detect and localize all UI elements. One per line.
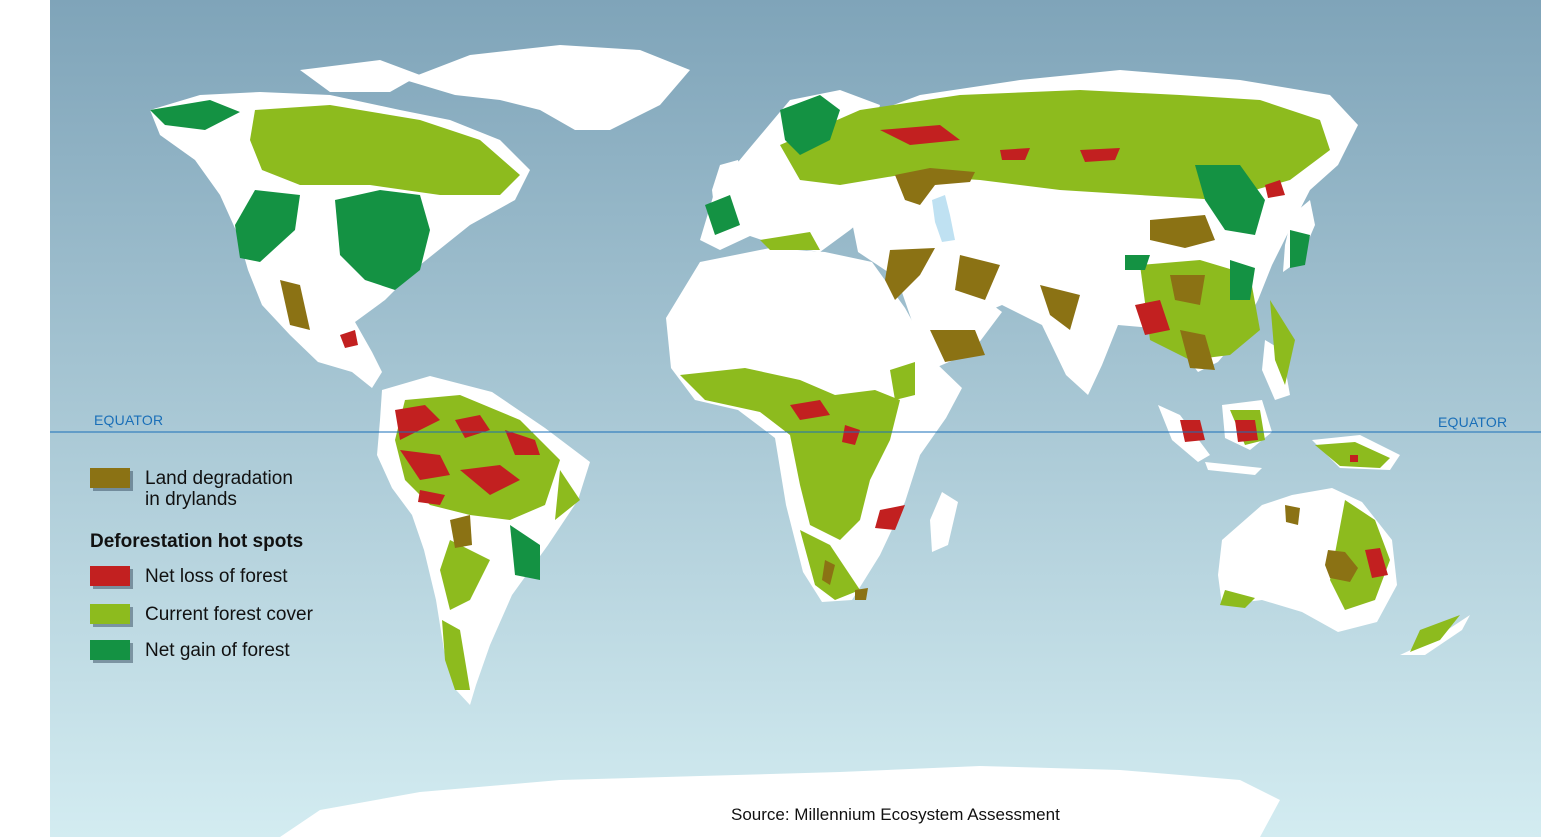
antarctica: [280, 766, 1280, 837]
land-degradation-label: Land degradation in drylands: [145, 468, 293, 510]
legend-heading: Deforestation hot spots: [90, 531, 304, 552]
equator-label-left: EQUATOR: [94, 412, 164, 428]
caspian-sea: [932, 195, 955, 242]
net-gain-swatch: [90, 640, 130, 660]
land-degradation-label-line2: in drylands: [145, 489, 237, 510]
land-degradation-label-line1: Land degradation: [145, 468, 293, 489]
greenland: [405, 45, 690, 130]
legend-item-net-gain: Net gain of forest: [90, 640, 290, 661]
current-forest-cover-areas: [250, 90, 1460, 690]
canadian-islands: [300, 60, 420, 92]
madagascar: [930, 492, 958, 552]
legend-item-net-loss: Net loss of forest: [90, 566, 288, 587]
land-degradation-areas: [280, 168, 1358, 600]
equator-label-right: EQUATOR: [1438, 414, 1508, 430]
net-loss-label: Net loss of forest: [145, 566, 288, 587]
net-gain-label: Net gain of forest: [145, 640, 290, 661]
map-svg: [50, 0, 1541, 837]
source-caption: Source: Millennium Ecosystem Assessment: [731, 805, 1060, 824]
new-zealand: [1400, 615, 1470, 655]
net-loss-swatch: [90, 566, 130, 586]
current-cover-label: Current forest cover: [145, 604, 313, 625]
philippines: [1262, 340, 1290, 400]
net-gain-of-forest-areas: [150, 95, 1310, 580]
land-degradation-swatch: [90, 468, 130, 488]
current-cover-swatch: [90, 604, 130, 624]
net-loss-of-forest-areas: [340, 125, 1388, 578]
java: [1205, 462, 1262, 475]
legend-item-land-degradation: Land degradation in drylands: [90, 468, 293, 510]
world-map: EQUATOR EQUATOR: [50, 0, 1541, 837]
legend-item-current-cover: Current forest cover: [90, 604, 313, 625]
